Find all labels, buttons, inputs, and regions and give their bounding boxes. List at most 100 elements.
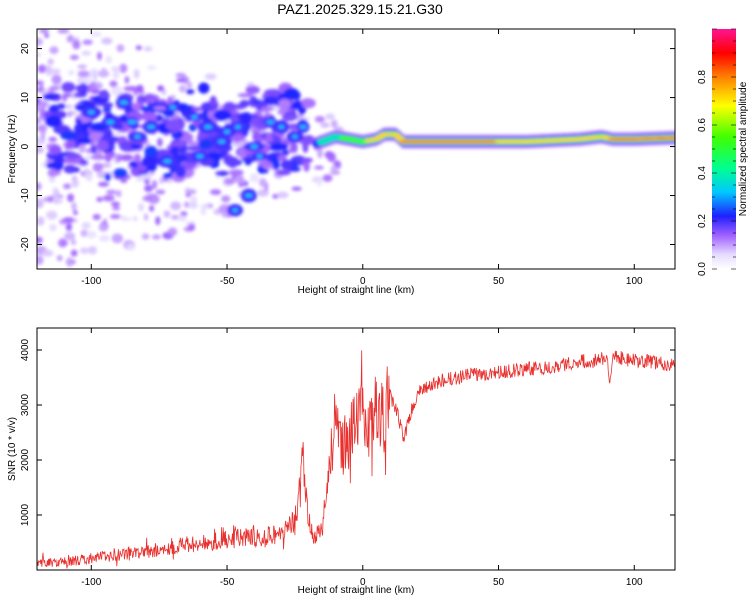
heatmap-noise	[176, 78, 186, 83]
heatmap-cloud	[259, 160, 272, 168]
heatmap-noise	[276, 191, 289, 199]
heatmap-noise	[100, 67, 107, 77]
heatmap-cloud	[185, 89, 195, 95]
heatmap-noise	[149, 205, 155, 212]
heatmap-noise	[39, 29, 50, 34]
heatmap-noise	[98, 234, 110, 242]
heatmap-noise	[77, 70, 90, 78]
heatmap-noise	[88, 246, 97, 255]
heatmap-cloud	[262, 96, 281, 106]
heatmap-noise	[135, 177, 145, 182]
heatmap-noise	[98, 223, 108, 232]
colorbar-tick-label: 0.4	[697, 166, 708, 180]
heatmap-cloud	[104, 151, 112, 163]
heatmap-noise	[37, 37, 43, 46]
heatmap-noise	[109, 80, 118, 88]
spectrogram-frame	[36, 28, 676, 270]
heatmap-noise	[151, 180, 158, 190]
heatmap-noise	[56, 255, 63, 262]
heatmap-noise	[115, 190, 122, 198]
heatmap-noise	[69, 54, 79, 60]
heatmap-hotspot-core	[292, 134, 298, 139]
heatmap-noise	[37, 52, 42, 58]
heatmap-hotspot-core	[223, 130, 231, 134]
heatmap-cloud	[277, 154, 287, 162]
heatmap-noise	[314, 115, 325, 123]
heatmap-hotspot-core	[119, 100, 129, 105]
heatmap-hotspot-core	[191, 115, 198, 119]
heatmap-hotspot-core	[250, 144, 258, 149]
heatmap-cloud	[283, 87, 300, 100]
heatmap-noise	[72, 209, 78, 216]
x-tick-label: 50	[493, 276, 505, 287]
heatmap-cloud	[229, 112, 238, 125]
heatmap-hotspot-core	[127, 120, 137, 124]
y-tick-label: 10	[20, 92, 31, 104]
heatmap-noise	[68, 69, 75, 76]
heatmap-noise	[37, 146, 45, 154]
y-tick-label: 4000	[20, 338, 31, 361]
heatmap-noise	[330, 119, 338, 128]
heatmap-hotspot-core	[204, 125, 212, 129]
heatmap-cloud	[133, 102, 142, 112]
heatmap-cloud	[163, 109, 175, 118]
heatmap-hotspot-core	[217, 139, 226, 144]
heatmap-cloud	[120, 154, 134, 162]
heatmap-cloud	[209, 95, 217, 108]
x-tick-label: 100	[626, 276, 643, 287]
heatmap-cloud	[61, 81, 76, 93]
snr-ylabel: SNR (10 * v/v)	[7, 417, 18, 481]
heatmap-noise	[177, 215, 187, 222]
heatmap-cloud	[44, 115, 62, 127]
heatmap-cloud	[61, 158, 76, 164]
heatmap-noise	[86, 230, 97, 239]
heatmap-cloud	[98, 92, 111, 99]
heatmap-cloud	[275, 169, 291, 176]
spectrogram-xlabel: Height of straight line (km)	[298, 285, 415, 296]
heatmap-cloud	[183, 105, 193, 111]
heatmap-noise	[151, 234, 161, 240]
snr-panel: -100 -50 0 50 100 1000 2000 3000 4000 Height of…	[7, 327, 676, 596]
heatmap-noise	[144, 184, 153, 193]
heatmap-cloud	[278, 98, 291, 110]
heatmap-hotspot-core	[299, 125, 307, 129]
heatmap-noise	[96, 51, 102, 61]
heatmap-cloud	[136, 84, 144, 94]
heatmap-noise	[142, 195, 153, 202]
heatmap-cloud	[90, 154, 108, 160]
heatmap-noise	[89, 68, 99, 77]
heatmap-cloud	[96, 140, 110, 152]
heatmap-noise	[138, 202, 144, 212]
heatmap-noise	[105, 56, 113, 64]
heatmap-noise	[45, 66, 53, 75]
heatmap-cloud	[198, 82, 210, 94]
heatmap-cloud	[265, 133, 273, 140]
heatmap-cloud	[226, 156, 239, 168]
heatmap-noise	[44, 33, 50, 38]
heatmap-cloud	[71, 166, 81, 173]
heatmap-noise	[188, 223, 196, 231]
heatmap-noise	[40, 130, 46, 138]
heatmap-cloud	[239, 99, 250, 108]
heatmap-noise	[221, 195, 231, 203]
heatmap-noise	[259, 178, 267, 188]
heatmap-noise	[175, 73, 186, 78]
heatmap-hotspot-core	[256, 154, 263, 159]
heatmap-noise	[49, 224, 57, 232]
heatmap-cloud	[245, 85, 260, 95]
heatmap-cloud	[213, 109, 232, 121]
x-tick-label: 100	[626, 577, 643, 588]
heatmap-cloud	[74, 123, 83, 135]
heatmap-noise	[235, 175, 245, 184]
heatmap-cloud	[301, 135, 316, 145]
heatmap-cloud	[186, 145, 204, 151]
snr-xlabel: Height of straight line (km)	[298, 585, 415, 596]
heatmap-noise	[320, 122, 330, 128]
heatmap-noise	[37, 136, 44, 147]
heatmap-noise	[92, 162, 104, 172]
heatmap-noise	[112, 206, 121, 211]
figure-title: PAZ1.2025.329.15.21.G30	[277, 1, 443, 17]
heatmap-noise	[115, 153, 123, 163]
heatmap-noise	[78, 77, 91, 86]
